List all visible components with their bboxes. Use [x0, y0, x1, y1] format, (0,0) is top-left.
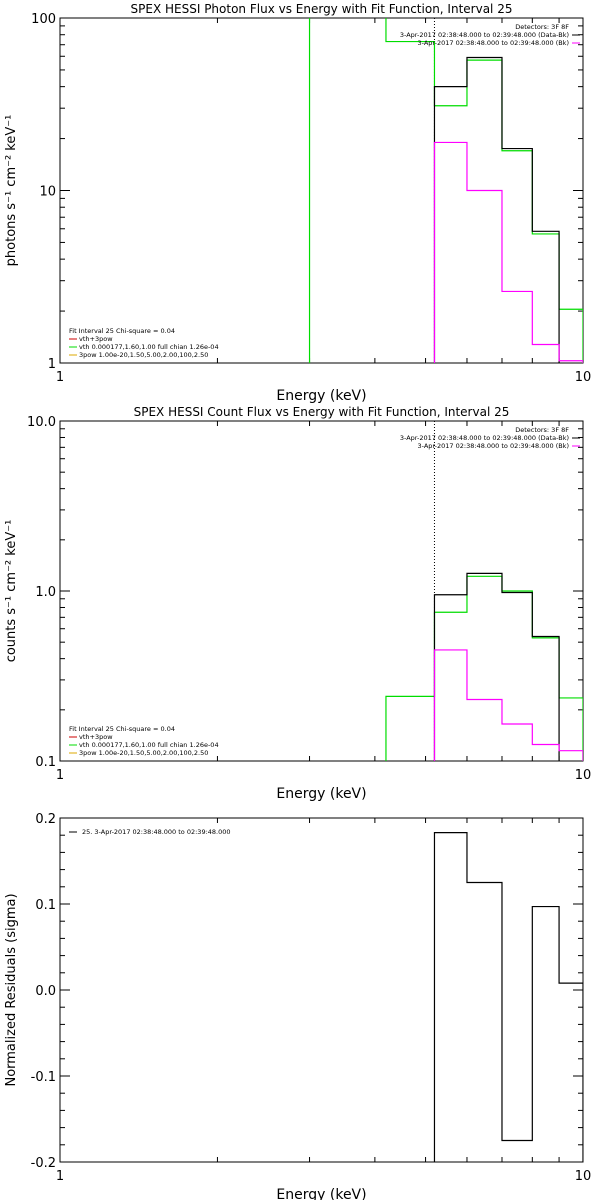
legend-bottomleft-text: vth+3pow: [79, 335, 113, 343]
legend-topright-text: Detectors: 3F 8F: [515, 426, 569, 434]
x-tick-label: 1: [56, 370, 64, 385]
y-axis-label: counts s⁻¹ cm⁻² keV⁻¹: [4, 520, 19, 663]
plot-frame: [59, 817, 584, 1163]
x-axis-label: Energy (keV): [276, 786, 366, 802]
y-tick-label: 10: [39, 185, 56, 200]
y-tick-label: 0.1: [35, 755, 56, 770]
legend-topright-text: 3-Apr-2017 02:38:48.000 to 02:39:48.000 …: [400, 434, 569, 442]
legend-bottomleft-text: vth 0.000177,1.60,1.00 full chian 1.26e-…: [79, 741, 219, 749]
y-tick-label: 1.0: [35, 585, 56, 600]
chart-title: SPEX HESSI Count Flux vs Energy with Fit…: [134, 405, 510, 419]
legend-topright-text: Detectors: 3F 8F: [515, 23, 569, 31]
y-tick-label: 0.2: [35, 812, 56, 827]
legend-topleft-text: 25. 3-Apr-2017 02:38:48.000 to 02:39:48.…: [82, 828, 231, 836]
legend-bottomleft-text: Fit Interval 25 Chi-square = 0.04: [69, 327, 175, 335]
y-tick-label: 0.1: [35, 898, 56, 913]
series-0-step-line: [308, 18, 583, 363]
y-axis-label: photons s⁻¹ cm⁻² keV⁻¹: [4, 115, 19, 267]
x-tick-label: 10: [575, 768, 592, 783]
legend-bottomleft-text: 3pow 1.00e-20,1.50,5.00,2.00,100,2.50: [79, 749, 208, 757]
y-tick-label: 10.0: [27, 415, 56, 430]
plot-frame: [59, 17, 584, 364]
series-2-step-line: [433, 141, 583, 363]
x-tick-label: 1: [56, 1169, 64, 1184]
legend-bottomleft-text: Fit Interval 25 Chi-square = 0.04: [69, 725, 175, 733]
count-flux-panel: SPEX HESSI Count Flux vs Energy with Fit…: [4, 405, 591, 802]
legend-topright-text: 3-Apr-2017 02:38:48.000 to 02:39:48.000 …: [418, 39, 569, 47]
legend-bottomleft-text: vth+3pow: [79, 733, 113, 741]
series-0-step-line: [433, 832, 583, 1162]
legend-topright-text: 3-Apr-2017 02:38:48.000 to 02:39:48.000 …: [418, 442, 569, 450]
legend-bottomleft-text: 3pow 1.00e-20,1.50,5.00,2.00,100,2.50: [79, 351, 208, 359]
y-tick-label: 0.0: [35, 984, 56, 999]
x-axis-label: Energy (keV): [276, 1187, 366, 1200]
y-tick-label: 1: [48, 357, 56, 372]
y-tick-label: 100: [31, 12, 56, 27]
x-tick-label: 10: [575, 1169, 592, 1184]
x-tick-label: 10: [575, 370, 592, 385]
series-2-step-line: [433, 649, 583, 761]
legend-bottomleft-text: vth 0.000177,1.60,1.00 full chian 1.26e-…: [79, 343, 219, 351]
residuals-panel: 1 10 -0.2 -0.1 0.0 0.1 0.2 Energy (keV) Normaliz…: [4, 812, 591, 1200]
series-1-step-line: [433, 56, 560, 363]
series-0-step-line: [385, 575, 583, 761]
y-axis-label: Normalized Residuals (sigma): [4, 893, 19, 1086]
y-tick-label: -0.2: [31, 1156, 56, 1171]
y-tick-label: -0.1: [31, 1070, 56, 1085]
legend-topright-text: 3-Apr-2017 02:38:48.000 to 02:39:48.000 …: [400, 31, 569, 39]
x-axis-label: Energy (keV): [276, 388, 366, 404]
series-1-step-line: [433, 572, 560, 761]
x-tick-label: 1: [56, 768, 64, 783]
chart-title: SPEX HESSI Photon Flux vs Energy with Fi…: [131, 2, 513, 16]
photon-flux-panel: SPEX HESSI Photon Flux vs Energy with Fi…: [4, 2, 592, 404]
